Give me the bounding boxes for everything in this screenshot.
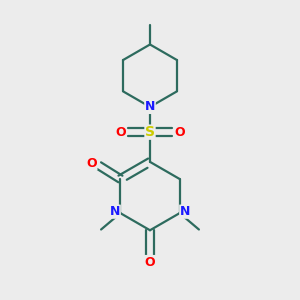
Text: N: N [110,205,120,218]
Text: O: O [145,256,155,268]
Text: O: O [86,157,97,170]
Text: O: O [174,126,185,139]
Text: S: S [145,125,155,139]
Text: O: O [115,126,126,139]
Text: N: N [180,205,190,218]
Text: N: N [145,100,155,113]
